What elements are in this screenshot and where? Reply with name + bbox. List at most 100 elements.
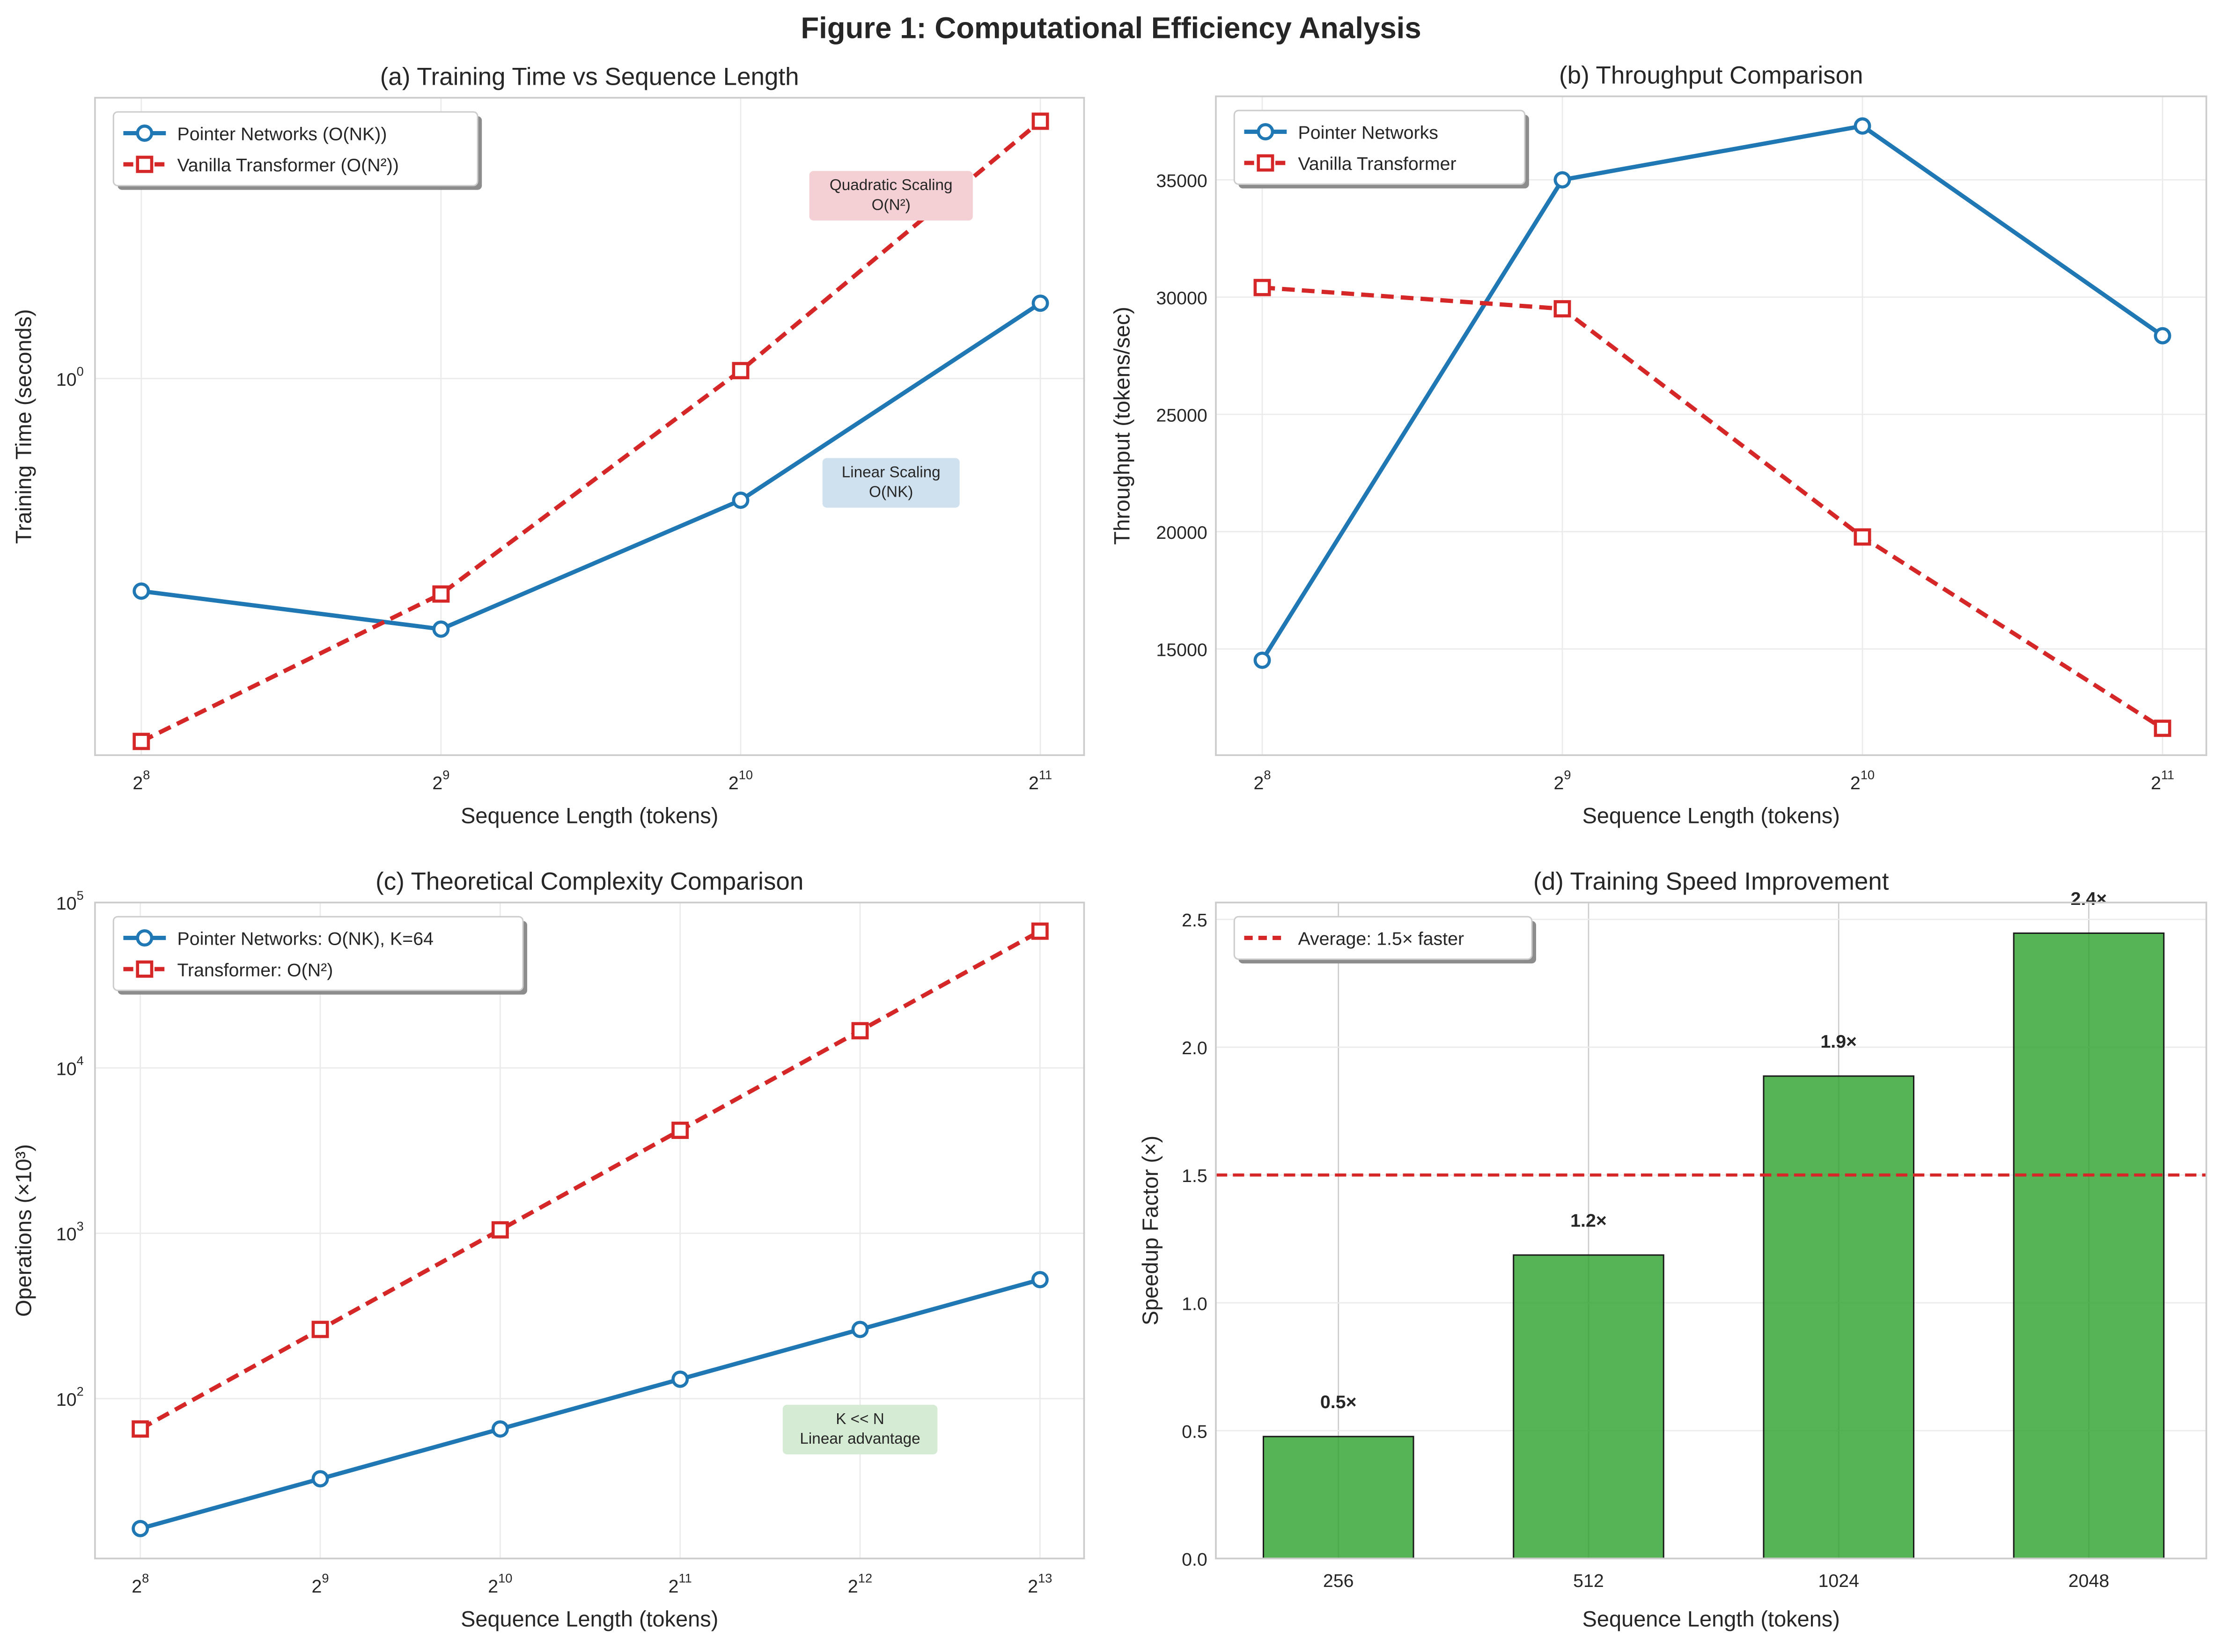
data-point xyxy=(491,1221,509,1239)
x-tick-label: 211 xyxy=(2151,768,2174,793)
data-point xyxy=(1854,117,1871,135)
data-point xyxy=(1031,1271,1049,1289)
panel-d-speedup: 0.5× 1.2× 1.9× 2.4× 256 512 1024 2048 0.0 0.5 1.0 1… xyxy=(1138,868,2207,1631)
annotation-box xyxy=(822,458,960,508)
y-tick-label: 1.0 xyxy=(1182,1293,1207,1314)
legend-marker xyxy=(1257,123,1274,140)
series-line-pointer-networks xyxy=(140,1278,1041,1531)
legend-label: Pointer Networks: O(NK), K=64 xyxy=(177,929,434,949)
legend-marker xyxy=(136,155,154,173)
y-axis-label: Speedup Factor (×) xyxy=(1138,1136,1163,1325)
x-tick-label: 256 xyxy=(1323,1571,1354,1591)
legend: Pointer Networks Vanilla Transformer xyxy=(1233,110,1529,189)
legend-label: Vanilla Transformer (O(N²)) xyxy=(177,155,398,176)
data-point xyxy=(432,585,450,603)
data-point xyxy=(671,1370,689,1388)
x-tick-label: 512 xyxy=(1573,1571,1604,1591)
y-axis-label: Throughput (tokens/sec) xyxy=(1110,307,1134,544)
annotation-text: K << N xyxy=(836,1410,884,1428)
x-tick-label: 28 xyxy=(132,1571,149,1597)
axes-frame xyxy=(1215,95,2207,756)
data-point xyxy=(132,1420,149,1438)
series-line-transformer xyxy=(139,929,1041,1431)
x-tick-label: 28 xyxy=(132,768,150,793)
data-point xyxy=(132,733,150,750)
annotation-text: O(N²) xyxy=(872,196,911,213)
x-axis-label: Sequence Length (tokens) xyxy=(461,1607,718,1631)
data-point xyxy=(671,1122,689,1139)
data-point xyxy=(2154,720,2171,737)
legend: Pointer Networks (O(NK)) Vanilla Transfor… xyxy=(112,111,482,190)
data-point xyxy=(311,1321,329,1338)
y-tick-label: 102 xyxy=(56,1384,84,1410)
bar-512 xyxy=(1513,1254,1664,1559)
y-axis-label: Training Time (seconds) xyxy=(12,309,36,543)
x-tick-label: 213 xyxy=(1028,1571,1052,1597)
annotation-box xyxy=(809,171,973,221)
data-point xyxy=(1553,171,1571,189)
legend-label: Average: 1.5× faster xyxy=(1298,929,1464,949)
legend: Average: 1.5× faster xyxy=(1233,916,1536,964)
annotation-text: Quadratic Scaling xyxy=(830,176,953,194)
axes-frame xyxy=(94,97,1085,756)
x-tick-label: 29 xyxy=(312,1571,329,1597)
y-tick-label: 104 xyxy=(56,1053,84,1079)
y-tick-label: 100 xyxy=(56,364,84,390)
panel-c-complexity: K << N Linear advantage 28 29 210 211 212 213 10… xyxy=(12,868,1085,1631)
y-tick-label: 105 xyxy=(56,888,84,914)
data-point xyxy=(432,620,450,638)
y-tick-label: 20000 xyxy=(1156,522,1207,543)
y-tick-label: 2.5 xyxy=(1182,910,1207,931)
data-point xyxy=(732,492,750,509)
legend-marker xyxy=(136,125,154,142)
x-tick-label: 210 xyxy=(728,768,753,793)
figure-title: Figure 1: Computational Efficiency Analy… xyxy=(801,12,1421,45)
y-tick-label: 15000 xyxy=(1156,639,1207,660)
axes-frame xyxy=(1215,902,2207,1560)
data-point xyxy=(132,582,150,600)
bar-value-label: 1.2× xyxy=(1570,1210,1607,1231)
legend-box xyxy=(1233,110,1526,185)
legend-label: Vanilla Transformer xyxy=(1298,154,1457,174)
x-tick-label: 1024 xyxy=(1818,1571,1859,1591)
bar-value-label: 1.9× xyxy=(1820,1031,1857,1052)
axes-frame xyxy=(94,902,1085,1560)
x-tick-label: 210 xyxy=(1850,768,1875,793)
bar-1024 xyxy=(1763,1075,1915,1559)
panel-b-throughput: 28 29 210 211 15000 20000 25000 30000 35000 (b) T… xyxy=(1110,62,2207,828)
data-point xyxy=(2154,327,2171,345)
legend-marker xyxy=(1257,154,1274,172)
annotation-text: O(NK) xyxy=(869,484,913,501)
data-point xyxy=(851,1022,869,1040)
bar-256 xyxy=(1262,1436,1414,1559)
bar-2048 xyxy=(2013,932,2165,1559)
panel-a-training-time: Quadratic Scaling O(N²) Linear Scaling O(NK… xyxy=(12,63,1085,828)
y-tick-label: 103 xyxy=(56,1219,84,1244)
series-line-transformer xyxy=(140,119,1042,743)
x-axis-label: Sequence Length (tokens) xyxy=(461,803,718,828)
data-point xyxy=(851,1321,869,1338)
legend-marker xyxy=(136,929,154,947)
x-tick-label: 212 xyxy=(848,1571,872,1597)
x-tick-label: 210 xyxy=(488,1571,512,1597)
legend-label: Pointer Networks xyxy=(1298,123,1438,143)
panel-title: (b) Throughput Comparison xyxy=(1559,62,1863,89)
legend-label: Pointer Networks (O(NK)) xyxy=(177,124,387,145)
plot-area xyxy=(95,902,1084,1559)
x-tick-label: 28 xyxy=(1254,768,1271,793)
x-tick-label: 211 xyxy=(1029,768,1052,793)
x-tick-label: 2048 xyxy=(2068,1571,2109,1591)
y-tick-label: 0.5 xyxy=(1182,1421,1207,1442)
series-line-pointer-networks xyxy=(1260,124,2164,661)
y-tick-label: 25000 xyxy=(1156,405,1207,426)
y-tick-label: 2.0 xyxy=(1182,1038,1207,1058)
x-tick-label: 29 xyxy=(432,768,449,793)
data-point xyxy=(311,1470,329,1488)
panel-title: (c) Theoretical Complexity Comparison xyxy=(375,868,803,896)
data-point xyxy=(1553,300,1571,318)
legend-label: Transformer: O(N²) xyxy=(177,960,333,980)
bar-value-label: 2.4× xyxy=(2071,888,2107,909)
data-point xyxy=(491,1420,509,1438)
data-point xyxy=(132,1520,149,1537)
